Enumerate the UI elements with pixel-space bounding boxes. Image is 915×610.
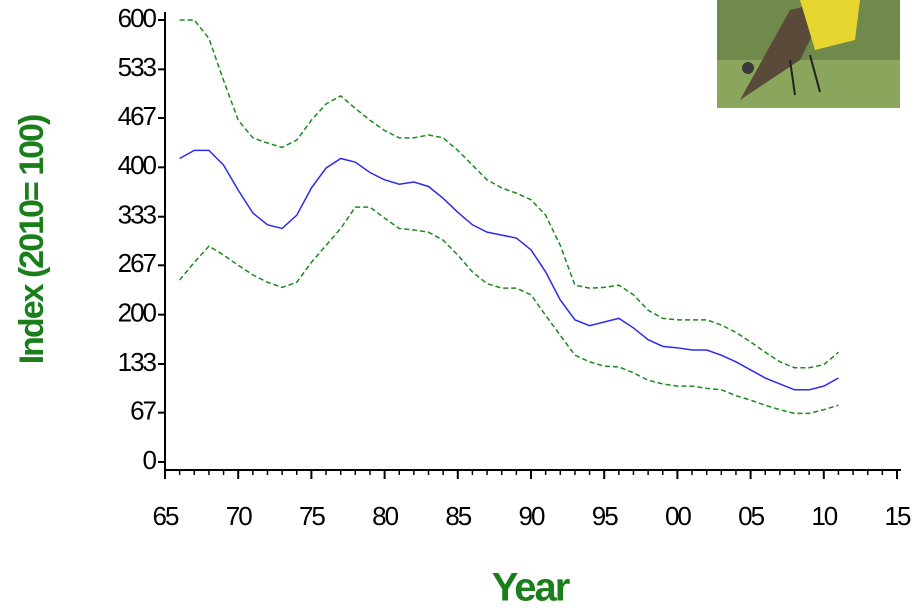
y-tick-label: 200: [118, 298, 157, 328]
y-tick-label: 333: [118, 200, 157, 230]
y-tick-label: 467: [118, 101, 157, 131]
y-tick-label: 600: [118, 3, 157, 33]
x-tick-label: 85: [445, 501, 471, 531]
y-tick-label: 133: [118, 347, 157, 377]
x-tick-label: 10: [811, 501, 837, 531]
x-tick-label: 15: [885, 501, 911, 531]
x-tick-label: 65: [153, 501, 179, 531]
x-axis-title: Year: [492, 566, 570, 610]
x-tick-label: 90: [519, 501, 545, 531]
y-tick-label: 267: [118, 248, 157, 278]
x-tick-label: 95: [592, 501, 618, 531]
series-line: [179, 19, 839, 369]
bird-photo: [717, 0, 900, 108]
y-axis-title: Index (2010= 100): [13, 115, 51, 364]
y-tick-label: 67: [130, 396, 156, 426]
y-tick-label: 400: [118, 150, 157, 180]
x-tick-label: 75: [299, 501, 325, 531]
x-tick-label: 70: [226, 501, 252, 531]
y-tick-label: 0: [143, 445, 157, 475]
y-tick-label: 533: [118, 52, 157, 82]
series-line: [179, 149, 839, 391]
x-tick-label: 80: [372, 501, 398, 531]
series-line: [179, 206, 839, 415]
x-tick-label: 00: [665, 501, 691, 531]
x-tick-label: 05: [738, 501, 764, 531]
